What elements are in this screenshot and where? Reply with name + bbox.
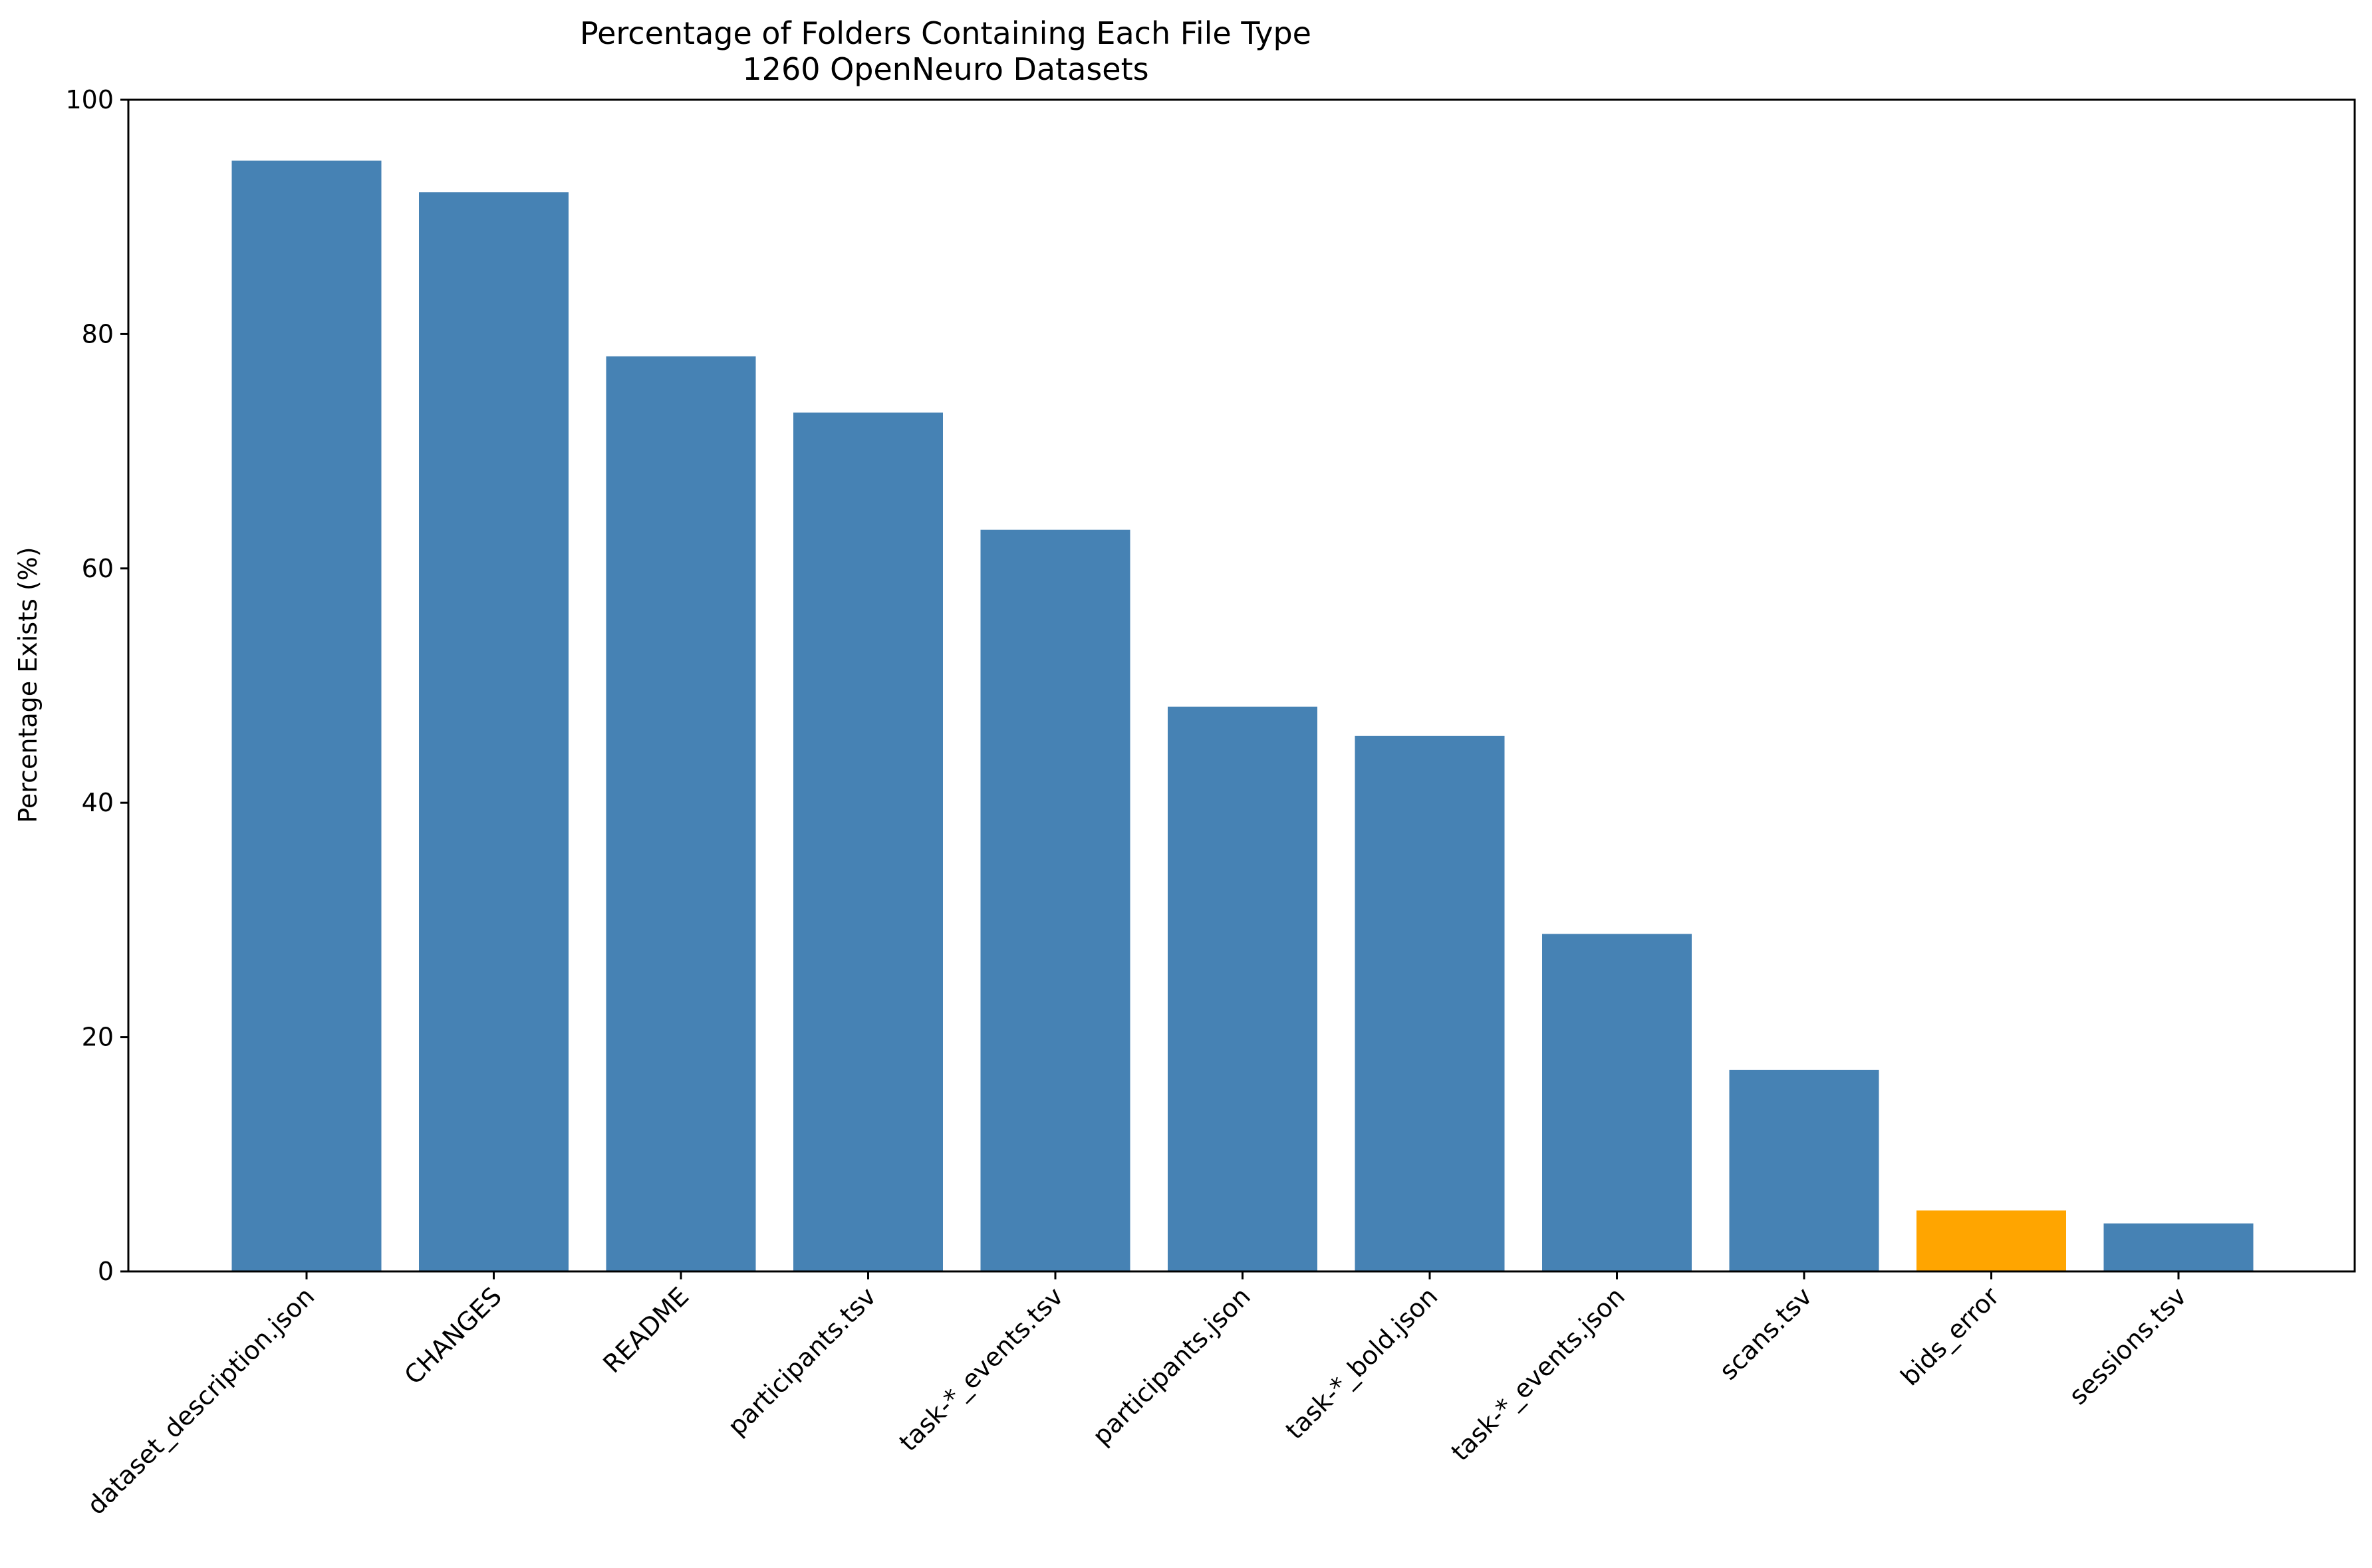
x-tick-label-10: sessions.tsv (2063, 1281, 2192, 1410)
x-tick-label-6: task-*_bold.json (1280, 1281, 1444, 1445)
x-tick-label-0: dataset_description.json (81, 1281, 320, 1520)
bar-10 (2103, 1223, 2254, 1271)
bar-8 (1729, 1069, 1879, 1271)
x-tick-label-5: participants.json (1087, 1281, 1255, 1450)
bar-4 (980, 529, 1130, 1272)
bar-0 (231, 160, 382, 1272)
bars-group (231, 160, 2254, 1272)
x-tick-label-3: participants.tsv (722, 1281, 882, 1441)
bar-5 (1168, 706, 1317, 1271)
y-axis-label: Percentage Exists (%) (13, 547, 43, 823)
y-tick-label-5: 100 (65, 85, 114, 114)
bar-3 (793, 412, 943, 1271)
y-tick-label-1: 20 (82, 1023, 114, 1052)
y-tick-label-4: 80 (82, 319, 114, 348)
bar-1 (419, 192, 569, 1272)
y-tick-label-0: 0 (98, 1257, 114, 1286)
x-tick-label-7: task-*_events.json (1446, 1281, 1631, 1466)
bar-7 (1542, 934, 1692, 1271)
y-tick-label-3: 60 (82, 554, 114, 583)
x-tick-label-9: bids_error (1895, 1281, 2005, 1391)
bar-6 (1355, 735, 1505, 1271)
x-tick-label-8: scans.tsv (1714, 1281, 1817, 1385)
bar-2 (606, 356, 756, 1271)
y-tick-label-2: 40 (82, 788, 114, 817)
chart-title: Percentage of Folders Containing Each Fi… (580, 15, 1311, 51)
chart-subtitle: 1260 OpenNeuro Datasets (742, 51, 1148, 87)
y-axis: 0 20 40 60 80 100 (65, 85, 128, 1286)
x-tick-label-1: CHANGES (398, 1281, 507, 1390)
x-tick-label-4: task-*_events.tsv (894, 1281, 1069, 1457)
bar-9 (1916, 1210, 2066, 1271)
plot-frame (127, 98, 2356, 1273)
x-axis: dataset_description.json CHANGES README par… (81, 1271, 2192, 1520)
x-tick-label-2: README (597, 1281, 694, 1378)
